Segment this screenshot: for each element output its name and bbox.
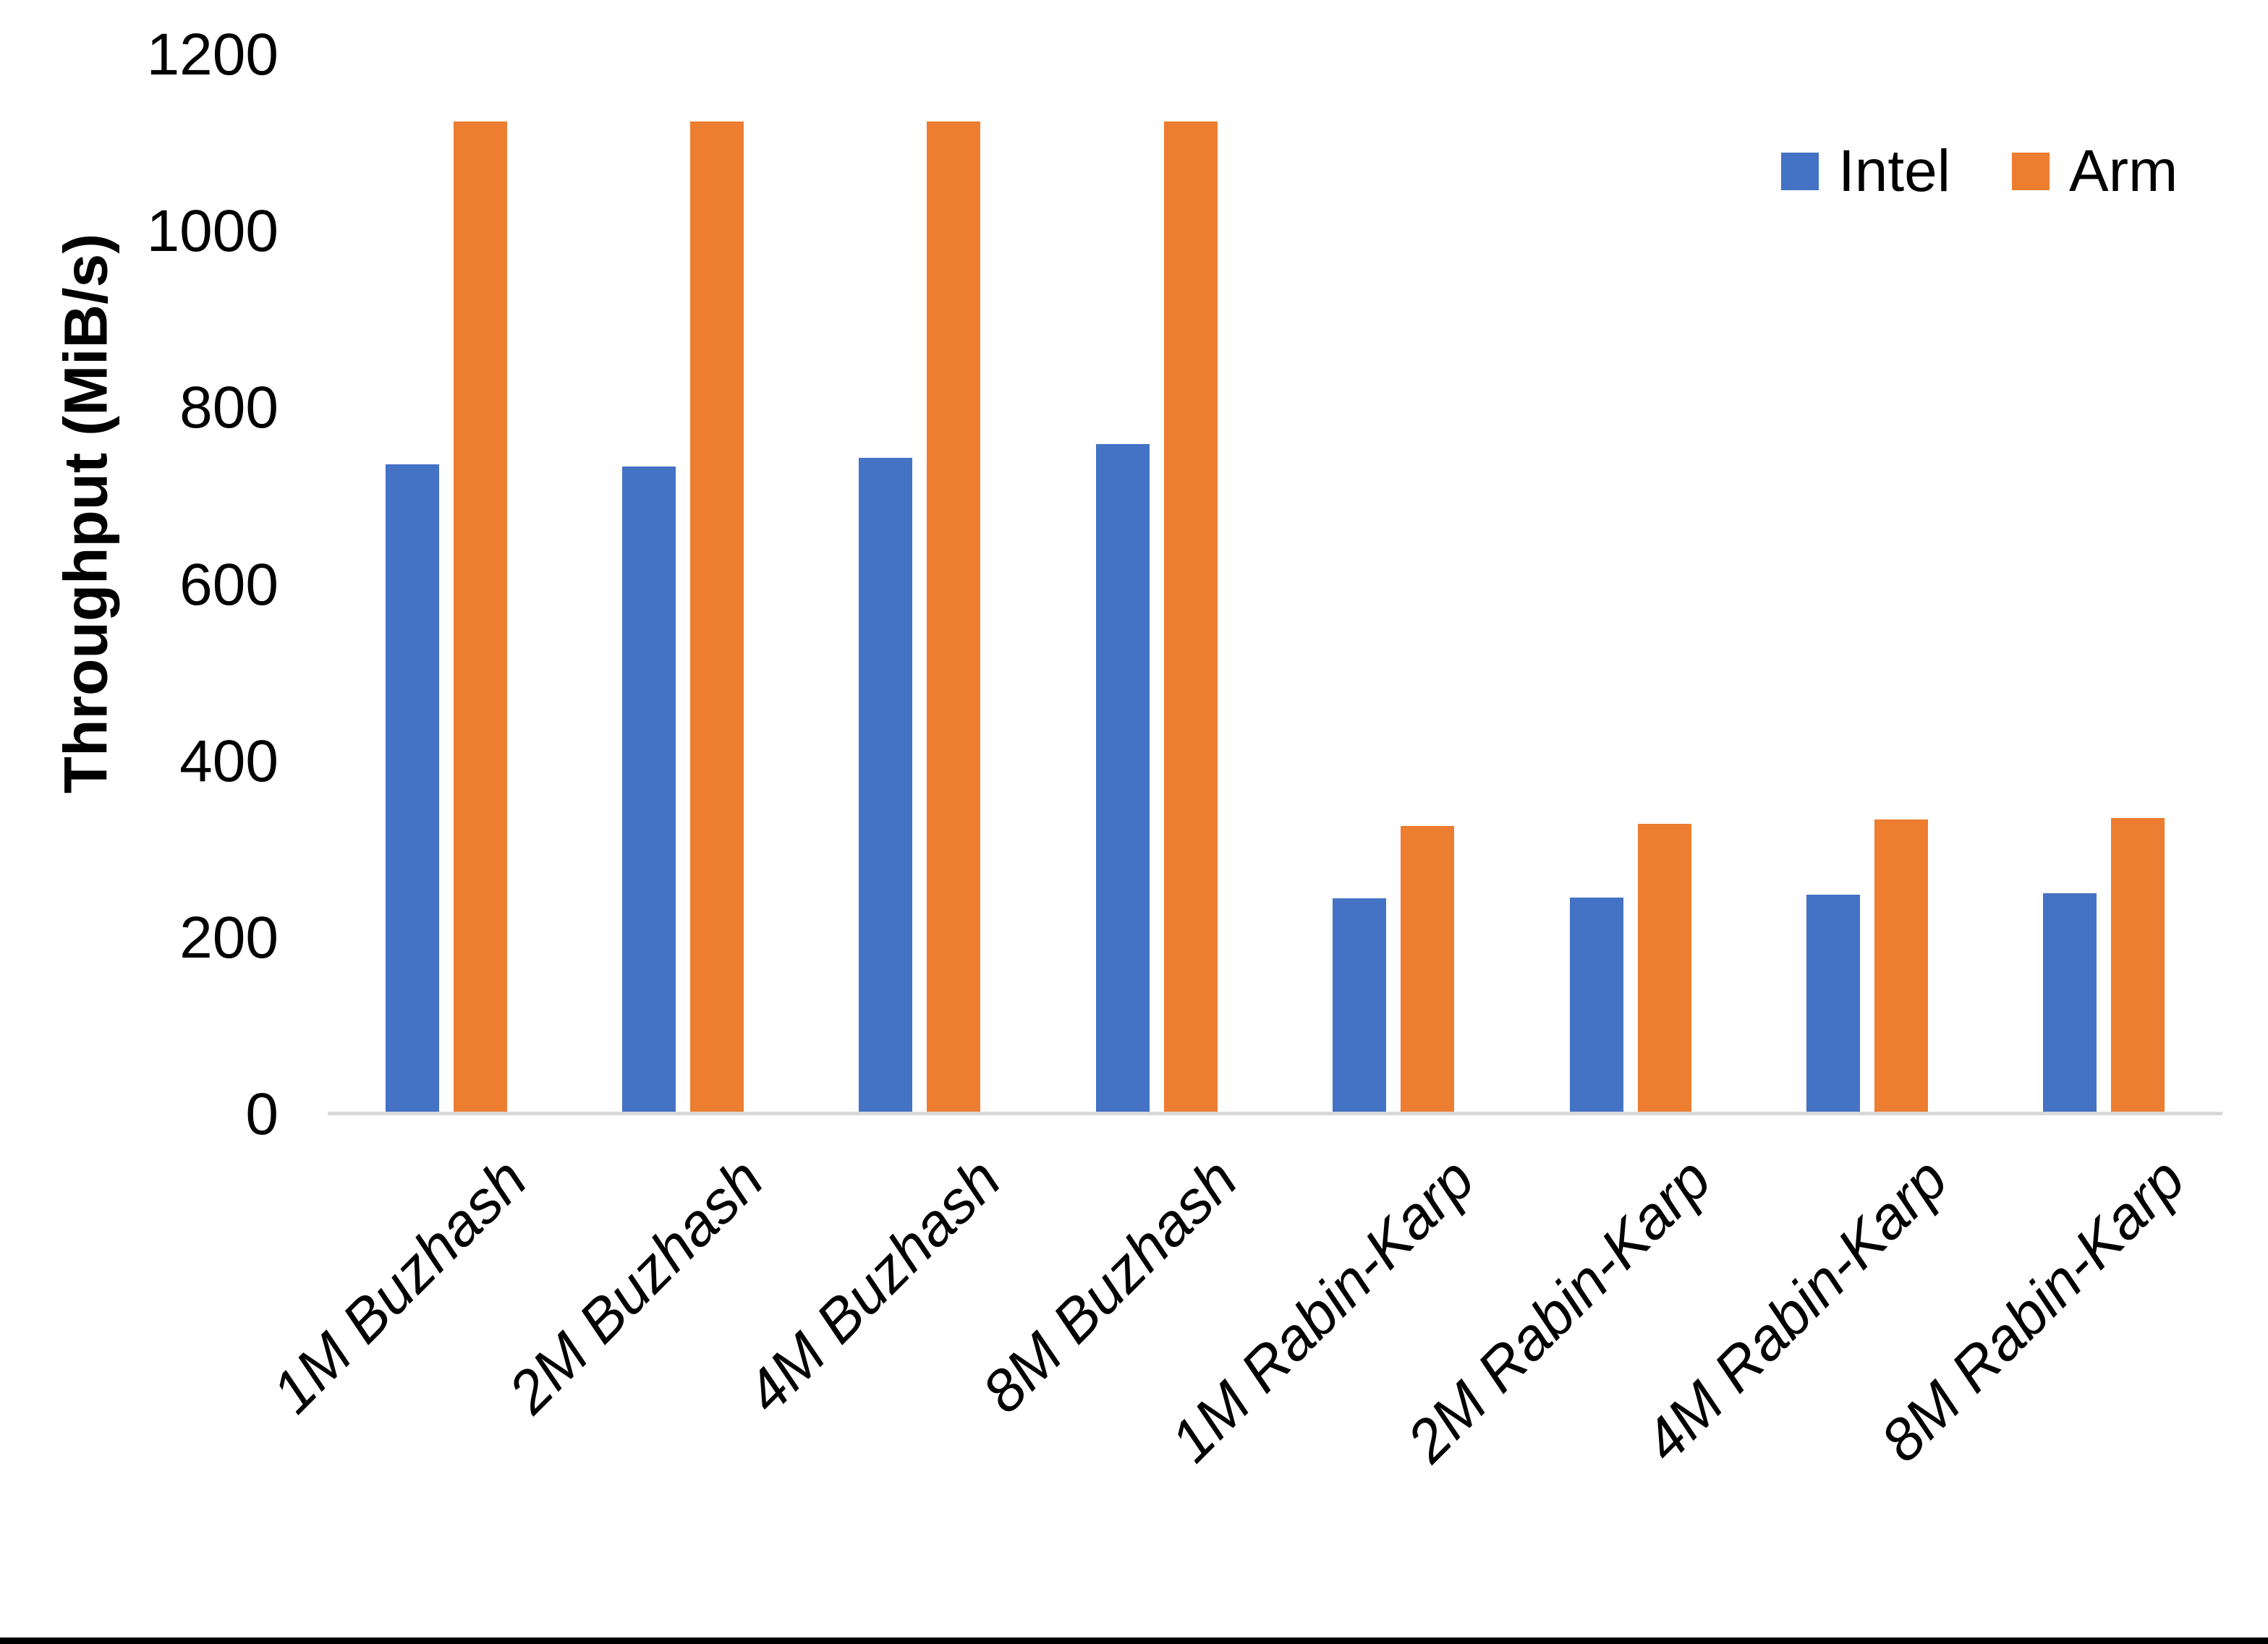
bar-intel-4m-buzhash bbox=[859, 457, 913, 1115]
y-tick-0: 0 bbox=[245, 1081, 279, 1147]
bottom-border bbox=[0, 1637, 2268, 1644]
y-axis-title: Throughput (MiB/s) bbox=[51, 233, 120, 794]
legend: Intel Arm bbox=[1781, 142, 2178, 201]
y-tick-800: 800 bbox=[179, 375, 279, 441]
bar-arm-1m-rabin-karp bbox=[1401, 825, 1455, 1115]
bar-intel-1m-rabin-karp bbox=[1333, 898, 1387, 1115]
legend-swatch-intel bbox=[1781, 153, 1819, 190]
bar-arm-2m-rabin-karp bbox=[1637, 824, 1691, 1115]
bar-intel-8m-buzhash bbox=[1095, 444, 1150, 1115]
bar-intel-4m-rabin-karp bbox=[1806, 895, 1860, 1115]
x-axis-line bbox=[328, 1112, 2222, 1115]
legend-item-arm: Arm bbox=[2012, 142, 2178, 201]
legend-label-arm: Arm bbox=[2069, 138, 2178, 204]
bar-intel-2m-buzhash bbox=[622, 466, 676, 1115]
legend-item-intel: Intel bbox=[1781, 142, 1950, 201]
y-tick-200: 200 bbox=[179, 904, 279, 971]
bar-arm-1m-buzhash bbox=[453, 121, 507, 1115]
bar-intel-8m-rabin-karp bbox=[2043, 893, 2097, 1115]
legend-swatch-arm bbox=[2012, 153, 2050, 190]
bar-arm-4m-buzhash bbox=[927, 121, 981, 1115]
y-tick-1200: 1200 bbox=[146, 22, 279, 88]
y-tick-1000: 1000 bbox=[146, 198, 279, 265]
bar-arm-8m-buzhash bbox=[1163, 121, 1218, 1115]
bar-arm-4m-rabin-karp bbox=[1874, 819, 1928, 1115]
x-label-2m-buzhash: 2M Buzhash bbox=[496, 1146, 776, 1426]
bar-arm-8m-rabin-karp bbox=[2111, 817, 2165, 1115]
x-label-1m-buzhash: 1M Buzhash bbox=[259, 1146, 540, 1426]
bar-intel-2m-rabin-karp bbox=[1569, 897, 1623, 1115]
y-tick-400: 400 bbox=[179, 728, 279, 794]
x-label-4m-buzhash: 4M Buzhash bbox=[733, 1146, 1014, 1426]
bar-intel-1m-buzhash bbox=[385, 464, 439, 1115]
y-tick-600: 600 bbox=[179, 551, 279, 618]
bar-arm-2m-buzhash bbox=[690, 121, 744, 1115]
legend-label-intel: Intel bbox=[1838, 138, 1950, 204]
